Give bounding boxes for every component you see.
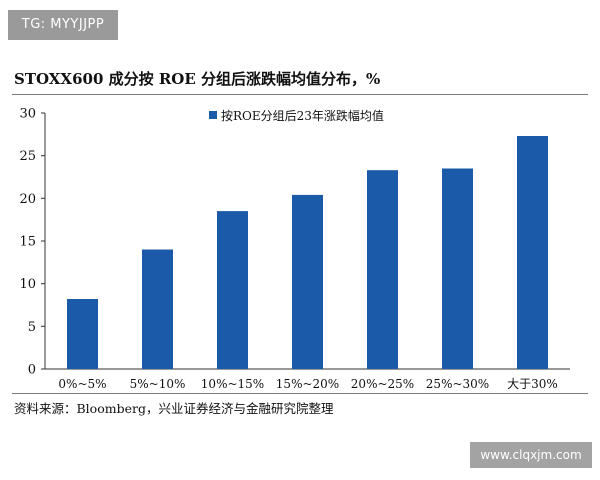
x-tick-label: 5%~10% xyxy=(130,377,186,391)
y-tick-label: 20 xyxy=(19,192,36,207)
bar xyxy=(67,299,98,369)
x-tick-label: 25%~30% xyxy=(426,377,489,391)
top-divider xyxy=(12,94,588,95)
y-tick-label: 10 xyxy=(19,277,36,292)
x-tick-label: 大于30% xyxy=(507,377,558,391)
bar xyxy=(517,136,548,369)
y-tick-label: 0 xyxy=(28,363,36,378)
y-tick-label: 15 xyxy=(19,235,36,250)
bar xyxy=(217,211,248,369)
x-tick-label: 20%~25% xyxy=(351,377,414,391)
x-tick-label: 0%~5% xyxy=(58,377,106,391)
bars xyxy=(67,136,548,369)
legend: 按ROE分组后23年涨跌幅均值 xyxy=(209,108,384,123)
bar xyxy=(142,249,173,369)
bar xyxy=(292,194,323,369)
legend-swatch xyxy=(209,111,217,119)
legend-label: 按ROE分组后23年涨跌幅均值 xyxy=(221,108,384,123)
watermark-badge: www.clqxjm.com xyxy=(470,442,592,468)
chart-title: STOXX600 成分按 ROE 分组后涨跌幅均值分布，% xyxy=(14,70,381,88)
y-tick-label: 30 xyxy=(19,107,36,122)
bar xyxy=(442,168,473,369)
y-tick-label: 25 xyxy=(19,149,36,164)
y-tick-label: 5 xyxy=(28,320,36,335)
bar-chart: 0 5 10 15 20 25 30 0%~5% 5%~10% 10%~15% 15%~20% 20%… xyxy=(19,107,570,391)
bar xyxy=(367,170,398,369)
bottom-divider xyxy=(12,393,588,394)
x-tick-label: 10%~15% xyxy=(201,377,264,391)
account-tag: TG: MYYJJPP xyxy=(8,10,118,40)
x-tick-label: 15%~20% xyxy=(276,377,339,391)
source-note: 资料来源：Bloomberg，兴业证券经济与金融研究院整理 xyxy=(14,401,334,416)
axes: 0 5 10 15 20 25 30 0%~5% 5%~10% 10%~15% 15%~20% 20%… xyxy=(19,107,570,391)
